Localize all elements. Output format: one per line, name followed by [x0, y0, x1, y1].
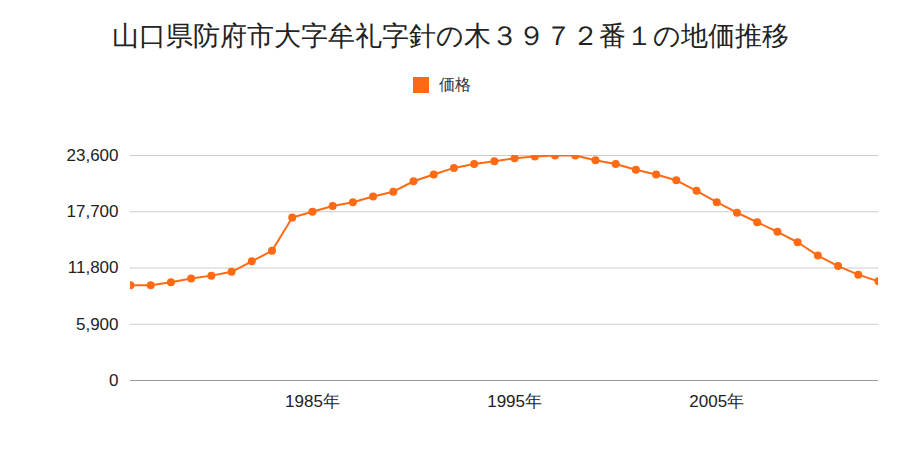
svg-text:1985年: 1985年 — [285, 392, 340, 411]
svg-text:17,700: 17,700 — [67, 202, 119, 221]
html-text:山口県防府市大字牟礼字針の木３９７２番１の地価推移: 山口県防府市大字牟礼字針の木３９７２番１の地価推移 — [111, 21, 789, 51]
svg-text:23,600: 23,600 — [67, 146, 119, 165]
svg-text:2005年: 2005年 — [689, 392, 744, 411]
svg-text:5,900: 5,900 — [76, 315, 119, 334]
svg-text:11,800: 11,800 — [68, 258, 119, 277]
svg-text:1995年: 1995年 — [487, 392, 542, 411]
html-text:価格: 価格 — [439, 75, 471, 93]
svg-text:0: 0 — [109, 371, 118, 390]
